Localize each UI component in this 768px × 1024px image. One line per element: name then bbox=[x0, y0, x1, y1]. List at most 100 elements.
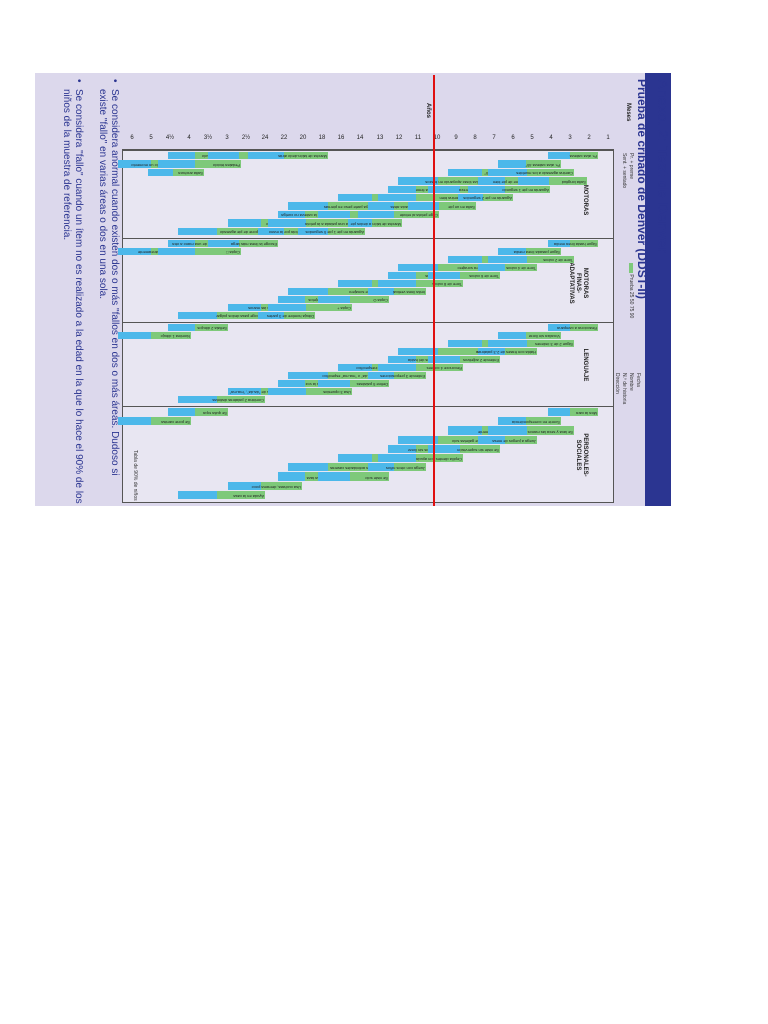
bar-range-blue bbox=[178, 227, 218, 235]
item-bar: Juega a juegos de mesa bbox=[478, 435, 537, 444]
item-bar: Entiende 2 adjetivos bbox=[428, 356, 500, 363]
item-bar: Come galletas solo bbox=[398, 435, 487, 444]
bar-range-blue bbox=[378, 194, 417, 202]
age-tick-label: 4 bbox=[549, 135, 553, 141]
age-tick-label: 11 bbox=[414, 135, 421, 141]
item-label: Sigue 2 de 3 órdenes bbox=[534, 342, 573, 347]
meta-pct: 90 bbox=[628, 312, 634, 319]
section-label-motoras: MOTORAS bbox=[582, 184, 588, 216]
item-label: Recoge pasa dedos pulgar bbox=[216, 314, 264, 319]
item-bar: Copia O bbox=[318, 296, 389, 303]
bar-range-blue bbox=[158, 248, 196, 255]
bar-range-blue bbox=[318, 296, 350, 303]
item-label: Sonríe en correspondencia bbox=[511, 420, 560, 426]
item-bar: Aguanta en pie 1 segundo bbox=[468, 185, 550, 193]
meta-center: Prueba 25 50 75 90 bbox=[627, 263, 634, 318]
bar-range-blue bbox=[288, 463, 328, 472]
chart-footnote: Tabla de 90% de niños bbox=[132, 450, 138, 501]
section-label-personales: PERSONALES-SOCIALES bbox=[575, 433, 588, 477]
item-label: Vocaliza sin llorar bbox=[528, 334, 560, 339]
item-bar: Marcha de talón a dedos pie bbox=[348, 219, 402, 227]
item-bar: Entiende 3 preposiciones bbox=[368, 372, 426, 379]
bar-range-blue bbox=[208, 152, 240, 160]
bar-range-blue bbox=[378, 280, 417, 287]
item-bar: Se pone de pie agarrado bbox=[178, 227, 265, 235]
meta-prueba: Prueba bbox=[628, 274, 634, 291]
item-bar: Agarra sonajero bbox=[398, 264, 487, 271]
months-label: Meses bbox=[625, 103, 631, 122]
age-tick-label: 4½ bbox=[165, 135, 175, 141]
item-bar: Juega con otros niños bbox=[368, 463, 426, 472]
age-line-red bbox=[433, 75, 435, 506]
annex-label: Anexo. 2: bbox=[654, 79, 671, 143]
age-tick-label: 3 bbox=[568, 135, 572, 141]
bar-range-blue bbox=[478, 264, 505, 271]
bar-range-blue bbox=[448, 256, 483, 263]
item-label: Torre de 6 cubos bbox=[469, 274, 499, 279]
item-label: Se viste sin supervisión bbox=[457, 447, 499, 453]
item-label: Usa 3 opuestos bbox=[323, 390, 351, 395]
bar-range-blue bbox=[338, 280, 372, 287]
item-label: Se quita ropa bbox=[203, 411, 227, 417]
meta-line: N.º de historia bbox=[621, 373, 627, 405]
age-tick-label: 14 bbox=[357, 135, 364, 141]
item-bar: Se viste sin supervisión bbox=[428, 444, 500, 453]
meta-pct: 25 bbox=[628, 291, 634, 298]
age-tick-label: 24 bbox=[261, 135, 269, 141]
item-bar: Torre de 6 cubos bbox=[428, 272, 500, 279]
meta-pct: 75 bbox=[628, 305, 634, 312]
age-tick-label: 1 bbox=[606, 135, 610, 141]
age-tick-label: 8 bbox=[473, 135, 477, 141]
bar-range-blue bbox=[448, 168, 483, 177]
annex-heading: Anexo. 2: Test de Denver bbox=[654, 79, 671, 253]
item-bar: Se pone camisa bbox=[118, 417, 191, 426]
age-tick-label: 12 bbox=[395, 135, 402, 141]
item-label: Reconoce 4 colores bbox=[426, 366, 462, 371]
item-bar: Se quita ropa bbox=[168, 408, 228, 417]
bar-range-blue bbox=[378, 364, 417, 371]
age-tick-label: 3 bbox=[225, 135, 229, 141]
ddst-chart: MOTORAS MOTORAS FINAS-ADAPTATIVAS LENGUA… bbox=[118, 149, 614, 503]
bar-range-blue bbox=[378, 454, 417, 463]
item-label: Pr. alza cabeza 45° bbox=[525, 162, 560, 168]
bar-range-blue bbox=[178, 396, 218, 403]
bar-range-blue bbox=[448, 340, 483, 347]
age-tick-label: 10 bbox=[433, 135, 440, 141]
years-label: Años bbox=[425, 103, 431, 118]
item-label: Ayuda en la casa bbox=[233, 493, 264, 499]
item-bar: Señala 2 dibujos bbox=[168, 324, 228, 331]
item-label: Juega a juegos de mesa bbox=[492, 438, 536, 444]
item-bar: Pr. alza cabeza bbox=[548, 152, 598, 160]
age-tick-label: 20 bbox=[300, 135, 307, 141]
age-tick-label: 2 bbox=[587, 135, 591, 141]
bar-range-blue bbox=[358, 210, 395, 219]
item-label: Combina 2 palabras distintas bbox=[212, 398, 264, 403]
item-bar: Vocaliza sin llorar bbox=[498, 332, 561, 339]
bar-range-blue bbox=[318, 472, 350, 481]
item-bar: "Da-da" o "ma-ma" específico bbox=[288, 372, 376, 379]
item-label: Aguanta en pie 2 segundos bbox=[463, 196, 512, 202]
item-label: Habla con frases de 2-3 palabras bbox=[477, 350, 536, 355]
bar-range-blue bbox=[148, 168, 174, 177]
item-label: Aguanta en pie 1 pie 5 segundos bbox=[305, 229, 365, 235]
item-bar: Torre de 2 cubos bbox=[488, 256, 574, 263]
bar-range-blue bbox=[168, 324, 195, 331]
age-tick-label: 6 bbox=[130, 135, 134, 141]
item-bar: Se lava y seca las manos bbox=[488, 426, 574, 435]
item-bar: Aguanta en pie 2 segundos bbox=[458, 194, 513, 202]
age-tick-label: 4 bbox=[187, 135, 191, 141]
bar-range-blue bbox=[278, 380, 306, 387]
item-label: Se lava y seca las manos bbox=[527, 429, 573, 435]
item-bar: Reacciona a campana bbox=[548, 324, 598, 331]
item-label: Salta en un pie bbox=[448, 204, 475, 210]
item-label: Copia □ bbox=[226, 250, 240, 255]
item-bar: Combina 2 palabras distintas bbox=[178, 396, 265, 403]
bar-range-blue bbox=[168, 408, 195, 417]
item-label: Se pone camisa bbox=[161, 420, 190, 426]
item-bar: Cepilla dientes con ayuda bbox=[378, 454, 463, 463]
item-label: Cepilla dientes con ayuda bbox=[416, 457, 462, 463]
item-bar: Salta anchura bbox=[148, 168, 204, 177]
item-label: Salta anchura bbox=[178, 171, 203, 177]
bar-range-blue bbox=[118, 417, 151, 426]
item-label: Pedalea triciclo bbox=[212, 162, 240, 168]
